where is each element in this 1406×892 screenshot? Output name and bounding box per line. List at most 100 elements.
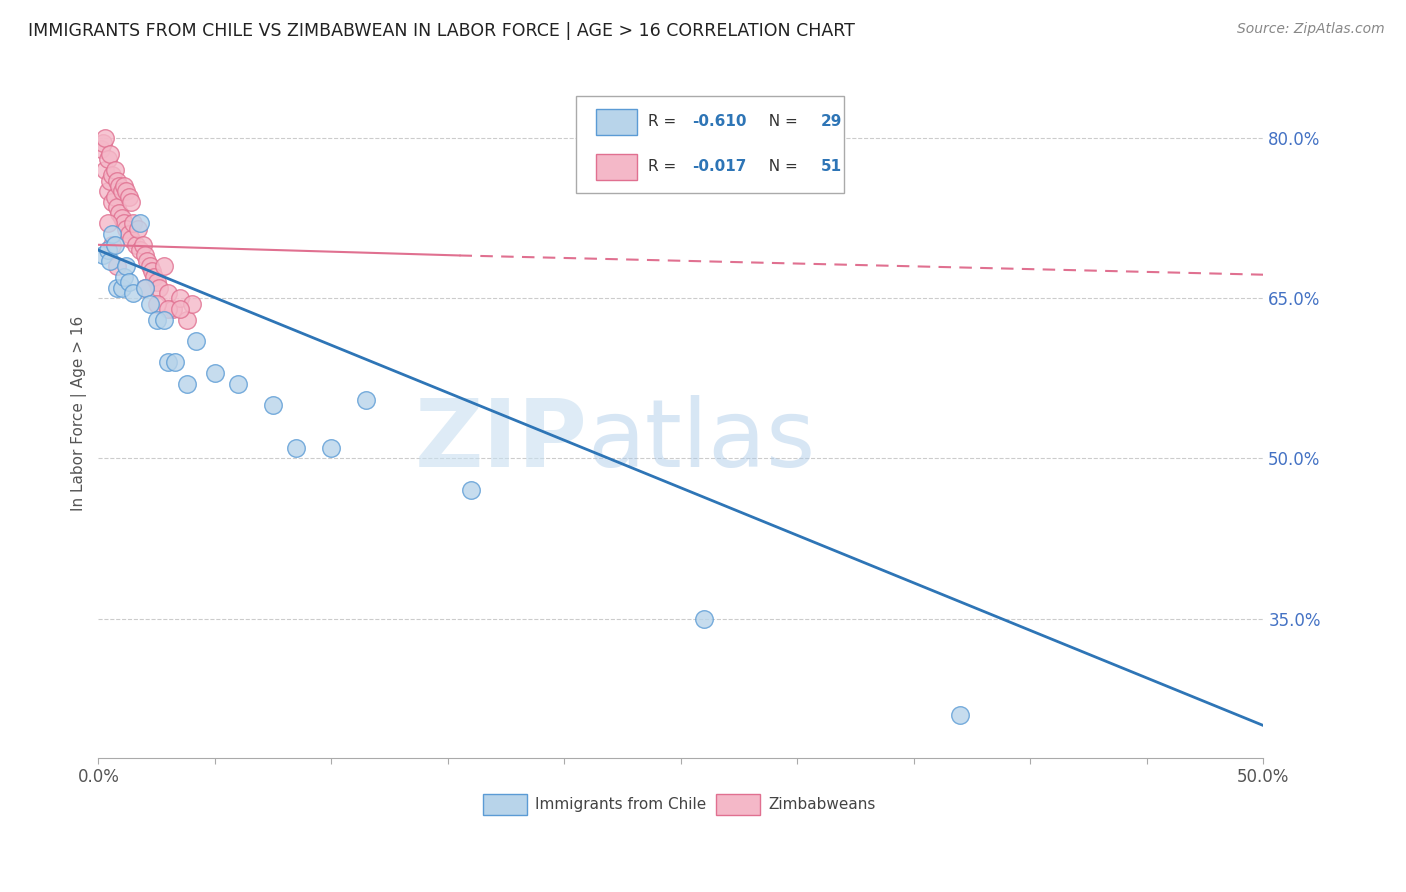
Bar [716, 794, 761, 814]
Point [226, 376, 249, 391]
Point [91, 136, 114, 151]
Point [949, 707, 972, 722]
Point [141, 264, 163, 278]
Point [693, 612, 716, 626]
Point [169, 301, 191, 316]
Point [145, 275, 167, 289]
Point [124, 237, 146, 252]
Point [134, 280, 156, 294]
Point [134, 248, 156, 262]
Point [104, 163, 127, 178]
Point [145, 312, 167, 326]
Point [115, 185, 138, 199]
Text: Source: ZipAtlas.com: Source: ZipAtlas.com [1237, 22, 1385, 37]
Point [169, 291, 191, 305]
Point [97, 216, 120, 230]
Y-axis label: In Labor Force | Age > 16: In Labor Force | Age > 16 [72, 316, 87, 510]
Point [101, 169, 124, 183]
Text: 29: 29 [821, 114, 842, 129]
Point [129, 216, 152, 230]
Point [157, 301, 180, 316]
Point [180, 296, 202, 310]
Point [186, 334, 208, 348]
Point [97, 185, 120, 199]
Point [111, 185, 134, 199]
Point [143, 269, 166, 284]
Point [112, 216, 135, 230]
Point [117, 227, 139, 241]
Text: R =: R = [648, 159, 682, 174]
Text: Zimbabweans: Zimbabweans [768, 797, 876, 812]
FancyBboxPatch shape [576, 96, 844, 193]
Point [152, 312, 174, 326]
Point [122, 216, 145, 230]
Point [97, 243, 120, 257]
Point [101, 237, 124, 252]
Point [134, 280, 156, 294]
Point [98, 253, 121, 268]
Point [285, 441, 308, 455]
Point [104, 190, 127, 204]
Point [112, 269, 135, 284]
Text: -0.017: -0.017 [693, 159, 747, 174]
Point [262, 398, 284, 412]
Point [101, 195, 124, 210]
Point [129, 243, 152, 257]
Point [148, 280, 170, 294]
Point [98, 174, 121, 188]
Bar [482, 794, 527, 814]
Point [162, 301, 184, 316]
Text: atlas: atlas [588, 394, 815, 487]
Point [98, 147, 121, 161]
Point [131, 237, 153, 252]
Point [105, 201, 128, 215]
Point [94, 131, 117, 145]
Point [165, 355, 187, 369]
Text: 51: 51 [821, 159, 842, 174]
Point [108, 179, 131, 194]
Point [138, 259, 160, 273]
Point [120, 232, 142, 246]
Point [157, 355, 180, 369]
Point [112, 179, 135, 194]
Text: N =: N = [759, 114, 803, 129]
Point [91, 248, 114, 262]
Point [108, 205, 131, 219]
Point [356, 392, 378, 407]
Text: IMMIGRANTS FROM CHILE VS ZIMBABWEAN IN LABOR FORCE | AGE > 16 CORRELATION CHART: IMMIGRANTS FROM CHILE VS ZIMBABWEAN IN L… [28, 22, 855, 40]
Point [460, 483, 482, 498]
Point [122, 285, 145, 300]
Point [145, 296, 167, 310]
Text: R =: R = [648, 114, 682, 129]
Point [97, 153, 120, 167]
Text: N =: N = [759, 159, 803, 174]
Point [152, 259, 174, 273]
Point [111, 211, 134, 225]
Point [138, 296, 160, 310]
Point [176, 376, 198, 391]
Point [104, 237, 127, 252]
Point [111, 280, 134, 294]
Point [157, 285, 180, 300]
Point [120, 195, 142, 210]
Point [321, 441, 343, 455]
Bar [596, 153, 637, 180]
Point [115, 221, 138, 235]
Point [90, 142, 112, 156]
Point [117, 190, 139, 204]
Text: -0.610: -0.610 [693, 114, 747, 129]
Point [94, 163, 117, 178]
Point [101, 227, 124, 241]
Point [204, 366, 226, 380]
Text: Immigrants from Chile: Immigrants from Chile [536, 797, 706, 812]
Point [136, 253, 159, 268]
Bar [596, 109, 637, 135]
Point [105, 174, 128, 188]
Point [176, 312, 198, 326]
Point [127, 221, 149, 235]
Text: ZIP: ZIP [415, 394, 588, 487]
Point [117, 275, 139, 289]
Point [105, 259, 128, 273]
Point [115, 259, 138, 273]
Point [105, 280, 128, 294]
